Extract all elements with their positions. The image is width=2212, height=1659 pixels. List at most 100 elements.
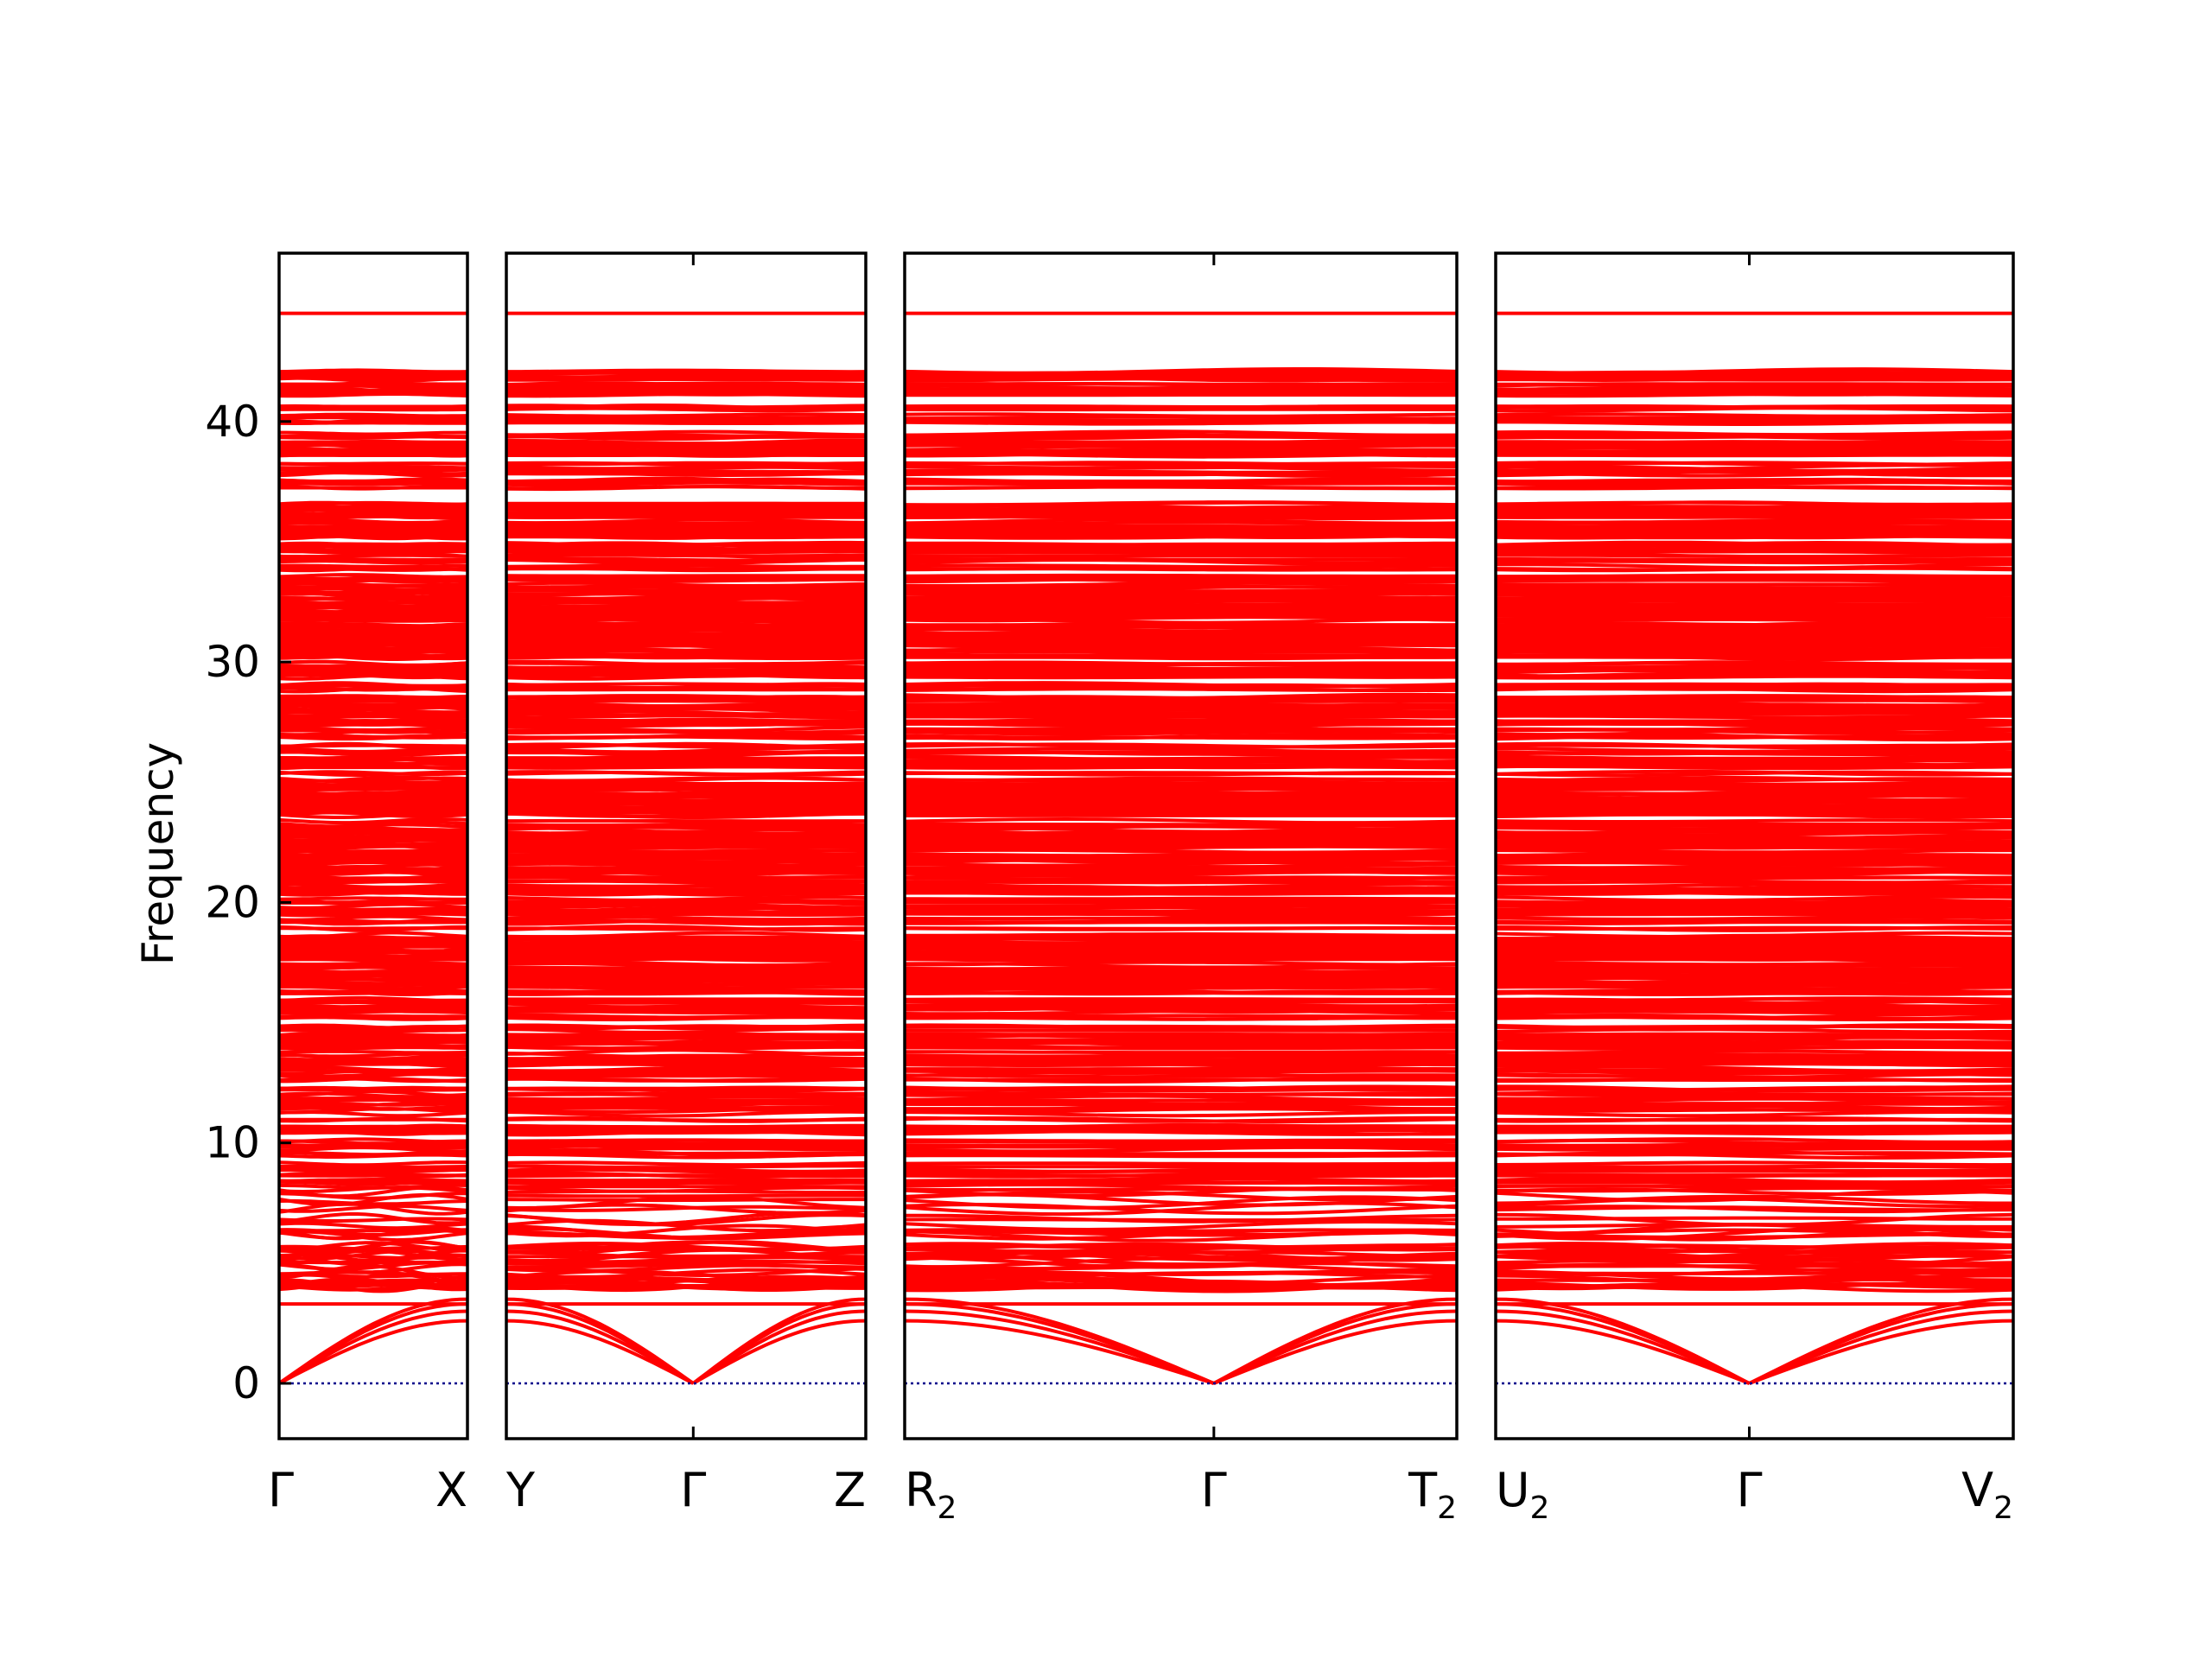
band-line: [1496, 1084, 2013, 1093]
band-line: [905, 1183, 1457, 1191]
acoustic-branch: [1212, 1302, 1457, 1385]
band-line: [905, 791, 1457, 798]
band-line: [506, 1231, 866, 1241]
band-line: [905, 782, 1457, 788]
band-line: [905, 933, 1457, 940]
band-line: [506, 448, 866, 455]
band-line: [905, 987, 1457, 995]
band-line: [905, 532, 1457, 540]
band-line: [1496, 553, 2013, 559]
band-line: [506, 621, 866, 628]
band-line: [1496, 786, 2013, 792]
band-line: [905, 1039, 1457, 1046]
band-lines: [506, 311, 866, 1385]
band-line: [1496, 918, 2013, 925]
band-line: [1496, 980, 2013, 988]
band-line: [1496, 925, 2013, 931]
band-line: [279, 1116, 467, 1123]
band-line: [1496, 915, 2013, 921]
band-line: [905, 702, 1457, 708]
band-line: [279, 950, 467, 955]
band-line: [1496, 694, 2013, 700]
band-line: [1496, 1194, 2013, 1205]
band-line: [506, 386, 866, 392]
band-line: [279, 943, 467, 948]
band-line: [279, 586, 467, 592]
band-line: [905, 1143, 1457, 1148]
band-line: [1496, 707, 2013, 715]
band-line: [279, 505, 467, 512]
band-line: [506, 382, 866, 389]
band-line: [506, 1069, 866, 1076]
band-line: [279, 557, 467, 563]
band-line: [506, 915, 866, 922]
band-line: [905, 1154, 1457, 1159]
band-line: [279, 664, 467, 671]
band-line: [1496, 566, 2013, 573]
band-line: [506, 1124, 866, 1129]
band-line: [506, 866, 866, 872]
acoustic-branch: [905, 1302, 1215, 1385]
band-line: [279, 890, 467, 896]
band-line: [506, 979, 866, 988]
k-point-end: T2: [1408, 1463, 1457, 1526]
band-line: [506, 1275, 866, 1283]
band-line: [279, 965, 467, 971]
band-line: [279, 1023, 467, 1031]
band-line: [1496, 1257, 2013, 1268]
band-line: [506, 1001, 866, 1009]
band-line: [1496, 477, 2013, 486]
band-line: [1496, 1127, 2013, 1134]
band-line: [905, 1161, 1457, 1166]
band-line: [905, 943, 1457, 948]
band-line: [1496, 1054, 2013, 1059]
band-line: [1496, 823, 2013, 828]
band-line: [506, 1009, 866, 1015]
band-line: [1496, 1062, 2013, 1068]
band-line: [905, 377, 1457, 383]
band-line: [1496, 674, 2013, 680]
y-tick-label: 10: [205, 1118, 260, 1168]
band-line: [905, 953, 1457, 960]
band-line: [1496, 791, 2013, 798]
acoustic-branch: [279, 1297, 467, 1385]
band-line: [279, 969, 467, 976]
band-line: [1496, 1187, 2013, 1197]
band-line: [506, 949, 866, 955]
band-line: [279, 470, 467, 478]
band-line: [1496, 470, 2013, 478]
band-line: [279, 466, 467, 472]
panel-frame: [903, 251, 1459, 1440]
band-line: [905, 881, 1457, 890]
band-line: [905, 1190, 1457, 1202]
band-line: [506, 518, 866, 525]
band-line: [506, 683, 866, 690]
band-line: [506, 965, 866, 970]
band-line: [506, 856, 866, 865]
band-line: [905, 856, 1457, 865]
band-line: [279, 770, 467, 777]
band-line: [1496, 643, 2013, 650]
band-line: [279, 434, 467, 440]
band-line: [905, 470, 1457, 479]
band-line: [1496, 1013, 2013, 1020]
band-line: [279, 750, 467, 758]
acoustic-branch: [692, 1319, 866, 1385]
band-line: [1496, 832, 2013, 841]
band-line: [279, 648, 467, 653]
band-line: [506, 1205, 866, 1212]
band-line: [279, 525, 467, 531]
band-line: [1496, 727, 2013, 732]
band-line: [905, 1250, 1457, 1260]
band-line: [1496, 590, 2013, 595]
band-line: [1496, 1072, 2013, 1079]
band-line: [1496, 869, 2013, 876]
band-line: [506, 391, 866, 397]
band-line: [905, 515, 1457, 520]
acoustic-branch: [1748, 1319, 2013, 1385]
band-line: [506, 969, 866, 976]
band-line: [506, 471, 866, 477]
band-line: [279, 1230, 467, 1243]
band-line: [1496, 809, 2013, 816]
band-line: [1496, 664, 2013, 670]
